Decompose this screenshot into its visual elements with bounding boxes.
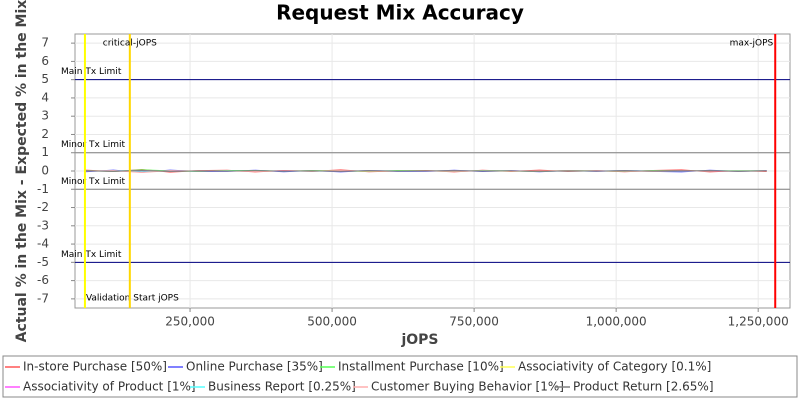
x-tick-label: 1,000,000 (586, 315, 647, 329)
y-tick-label: 4 (41, 90, 49, 104)
y-tick-label: 0 (41, 164, 49, 178)
y-tick-label: -4 (37, 237, 49, 251)
y-tick-label: 2 (41, 127, 49, 141)
limit-label: Minor Tx Limit (61, 140, 126, 150)
marker-label: Validation Start jOPS (86, 294, 179, 304)
legend-label: Installment Purchase [10%] (338, 360, 504, 374)
y-tick-label: -1 (37, 182, 49, 196)
legend-label: Associativity of Category [0.1%] (518, 360, 711, 374)
legend-label: Business Report [0.25%] (208, 380, 356, 394)
limit-label: Main Tx Limit (61, 67, 122, 77)
x-axis-label: jOPS (400, 332, 438, 348)
y-tick-label: -3 (37, 218, 49, 232)
y-tick-label: 1 (41, 145, 49, 159)
legend-label: Customer Buying Behavior [1%] (371, 380, 564, 394)
limit-label: Minor Tx Limit (61, 177, 126, 187)
y-tick-label: 7 (41, 36, 49, 50)
x-tick-label: 250,000 (165, 315, 215, 329)
marker-label: max-jOPS (730, 39, 774, 49)
y-tick-label: -7 (37, 291, 49, 305)
y-axis-label: Actual % in the Mix - Expected % in the … (14, 0, 30, 342)
legend-label: Associativity of Product [1%] (23, 380, 196, 394)
x-tick-label: 1,250,000 (728, 315, 789, 329)
chart-title: Request Mix Accuracy (276, 1, 524, 25)
x-tick-label: 500,000 (307, 315, 357, 329)
y-tick-label: 5 (41, 72, 49, 86)
y-tick-label: -2 (37, 200, 49, 214)
legend-label: In-store Purchase [50%] (23, 360, 167, 374)
limit-label: Main Tx Limit (61, 250, 122, 260)
y-tick-label: -6 (37, 273, 49, 287)
series-line (84, 169, 767, 172)
legend (2, 355, 798, 398)
y-tick-label: -5 (37, 255, 49, 269)
y-tick-label: 3 (41, 109, 49, 123)
marker-label: critical-jOPS (103, 39, 157, 49)
y-tick-label: 6 (41, 54, 49, 68)
legend-label: Online Purchase [35%] (186, 360, 323, 374)
x-tick-label: 750,000 (449, 315, 499, 329)
legend-label: Product Return [2.65%] (573, 380, 714, 394)
